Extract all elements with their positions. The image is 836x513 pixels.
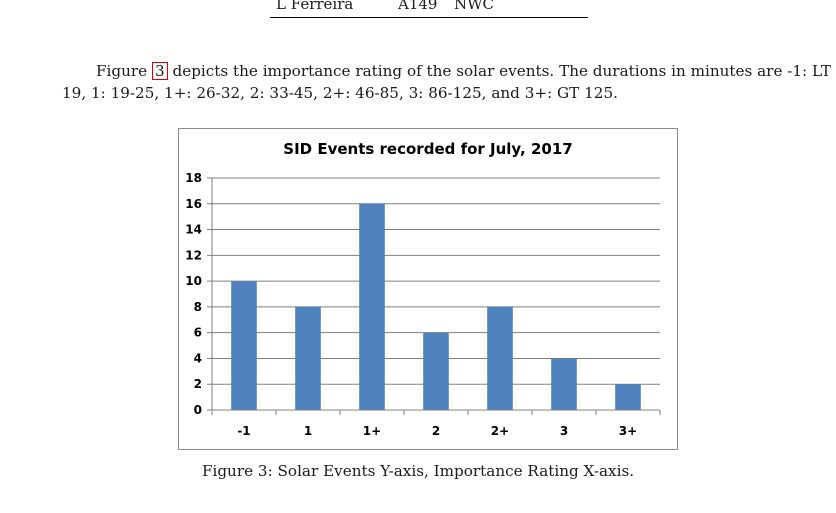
x-tick-label: -1 — [237, 424, 250, 438]
figure-ref-link[interactable]: 3 — [151, 62, 168, 80]
bar — [359, 203, 385, 410]
chart-title: SID Events recorded for July, 2017 — [283, 140, 573, 158]
paragraph-line-1: Figure 3 depicts the importance rating o… — [62, 60, 831, 82]
x-tick-label: 2+ — [491, 424, 509, 438]
y-tick-label: 2 — [194, 377, 202, 391]
bar — [551, 358, 577, 410]
paragraph-suffix: depicts the importance rating of the sol… — [172, 62, 831, 80]
figure-caption: Figure 3: Solar Events Y-axis, Importanc… — [201, 462, 635, 480]
y-tick-label: 12 — [185, 248, 202, 262]
x-tick-label: 3 — [560, 424, 568, 438]
bar — [423, 332, 449, 410]
bar — [231, 281, 257, 410]
y-tick-label: 18 — [185, 171, 202, 185]
station-code: NWC — [454, 0, 495, 13]
paragraph-line-2: 19, 1: 19-25, 1+: 26-32, 2: 33-45, 2+: 4… — [62, 84, 618, 102]
y-tick-label: 4 — [194, 351, 202, 365]
y-tick-label: 8 — [194, 300, 202, 314]
x-tick-label: 1+ — [363, 424, 381, 438]
x-tick-label: 2 — [432, 424, 440, 438]
bar — [295, 306, 321, 410]
x-tick-label: 3+ — [619, 424, 637, 438]
bar — [615, 384, 641, 410]
x-tick-label: 1 — [304, 424, 312, 438]
record-code: A149 — [398, 0, 438, 13]
header-table-row: L Ferreira A149 NWC — [270, 0, 588, 18]
y-tick-label: 10 — [185, 274, 202, 288]
author-name: L Ferreira — [276, 0, 354, 13]
y-tick-label: 0 — [194, 403, 202, 417]
body-paragraph: Figure 3 depicts the importance rating o… — [62, 60, 831, 104]
y-tick-label: 6 — [194, 326, 202, 340]
paragraph-prefix: Figure — [96, 62, 148, 80]
bar — [487, 306, 513, 410]
y-tick-label: 16 — [185, 197, 202, 211]
y-tick-label: 14 — [185, 223, 202, 237]
